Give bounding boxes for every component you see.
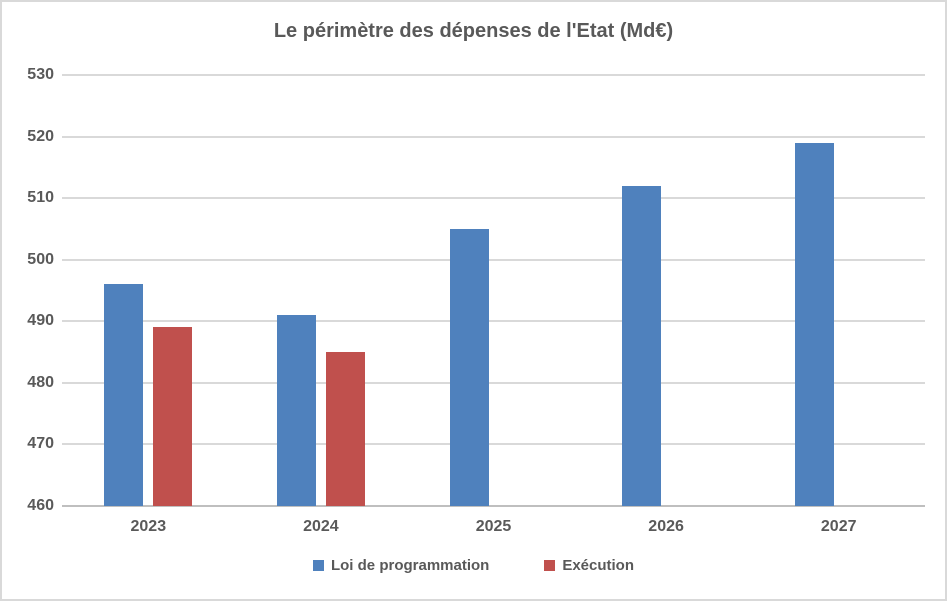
x-axis-label: 2024 <box>303 518 339 535</box>
legend-item-execution: Exécution <box>544 557 634 574</box>
gridline <box>62 258 925 261</box>
y-axis-label: 490 <box>27 312 54 330</box>
gridline <box>62 381 925 384</box>
x-axis-label: 2023 <box>130 518 167 535</box>
chart-title: Le périmètre des dépenses de l'Etat (Md€… <box>273 20 674 42</box>
legend-swatch-red-icon <box>544 560 556 571</box>
y-axis-label: 500 <box>27 250 54 268</box>
y-axis-label: 460 <box>27 497 54 514</box>
bar-2025-loi-de-programmation <box>449 228 489 506</box>
bar-2027-loi-de-programmation <box>794 142 834 506</box>
bar-2024-loi-de-programmation <box>276 315 316 506</box>
legend-item-loi-de-programmation: Loi de programmation <box>312 557 490 574</box>
x-axis-label: 2027 <box>820 518 857 535</box>
gridline <box>62 320 925 323</box>
gridline <box>62 74 925 76</box>
x-axis-label: 2025 <box>475 518 512 535</box>
y-axis-label: 470 <box>27 435 54 453</box>
legend: Loi de programmation Exécution <box>2 557 945 574</box>
y-axis-label: 530 <box>27 66 54 83</box>
bar-2024-execution <box>325 352 365 506</box>
gridline <box>62 197 925 200</box>
bar-2026-loi-de-programmation <box>622 185 662 506</box>
y-axis-label: 480 <box>27 373 54 391</box>
bar-2023-loi-de-programmation <box>104 284 144 506</box>
x-axis-label: 2026 <box>648 518 684 535</box>
bar-2023-execution <box>153 327 193 506</box>
y-axis-label: 510 <box>27 189 54 207</box>
legend-swatch-blue-icon <box>312 560 324 571</box>
x-axis-line <box>62 505 925 507</box>
gridline <box>62 135 925 138</box>
gridline <box>62 443 925 446</box>
legend-label-loi-de-programmation: Loi de programmation <box>330 557 490 574</box>
y-axis-label: 520 <box>27 127 54 145</box>
legend-label-execution: Exécution <box>562 557 635 574</box>
